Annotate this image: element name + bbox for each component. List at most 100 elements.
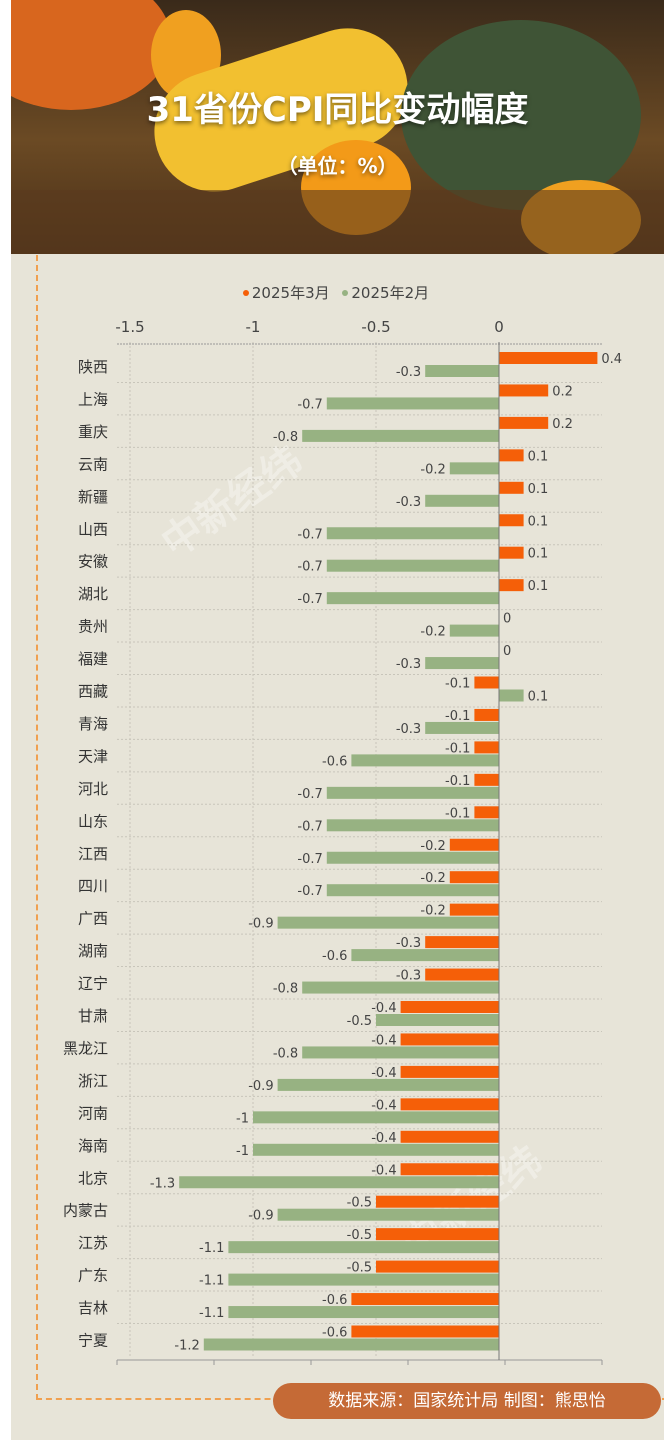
data-label: 0.4 bbox=[601, 352, 622, 367]
source-badge: 数据来源：国家统计局 制图：熊思怡 bbox=[273, 1383, 661, 1419]
category-label: 宁夏 bbox=[78, 1332, 108, 1350]
data-label: -0.4 bbox=[371, 1163, 396, 1178]
bar-mar bbox=[474, 773, 499, 786]
bar-mar bbox=[499, 352, 598, 364]
bar-feb bbox=[302, 429, 499, 442]
bar-feb bbox=[425, 721, 499, 734]
data-label: -0.1 bbox=[445, 774, 470, 789]
data-label: 0.1 bbox=[528, 579, 549, 594]
category-label: 云南 bbox=[78, 455, 108, 473]
bar-mar bbox=[351, 1293, 499, 1306]
bar-mar bbox=[449, 838, 499, 851]
category-label: 天津 bbox=[78, 747, 108, 765]
bar-mar bbox=[351, 1325, 499, 1338]
data-label: -0.6 bbox=[322, 754, 347, 769]
category-label: 重庆 bbox=[78, 423, 108, 441]
data-label: -0.7 bbox=[297, 560, 322, 575]
bar-mar bbox=[400, 1098, 499, 1111]
data-label: -1.1 bbox=[199, 1274, 224, 1289]
data-label: -0.3 bbox=[396, 969, 421, 984]
data-label: 0 bbox=[503, 612, 511, 627]
bar-mar bbox=[400, 1130, 499, 1143]
bar-feb bbox=[277, 1208, 499, 1221]
bar-feb bbox=[326, 559, 499, 572]
x-tick-label: 0 bbox=[494, 318, 504, 336]
bar-mar bbox=[376, 1228, 499, 1241]
category-label: 湖南 bbox=[78, 942, 108, 960]
bar-feb bbox=[326, 851, 499, 864]
bar-feb bbox=[277, 916, 499, 929]
bar-feb bbox=[351, 949, 499, 962]
data-label: -0.2 bbox=[420, 871, 445, 886]
bar-mar bbox=[499, 514, 524, 527]
category-label: 黑龙江 bbox=[63, 1039, 108, 1057]
data-label: 0.2 bbox=[552, 417, 573, 432]
data-label: -0.9 bbox=[248, 1209, 273, 1224]
data-label: 0.2 bbox=[552, 384, 573, 399]
bar-feb bbox=[326, 884, 499, 897]
bar-feb bbox=[351, 754, 499, 767]
bar-mar bbox=[474, 676, 499, 689]
data-label: -0.7 bbox=[297, 527, 322, 542]
data-label: -0.2 bbox=[420, 462, 445, 477]
data-label: -0.7 bbox=[297, 397, 322, 412]
bar-feb bbox=[253, 1143, 499, 1156]
data-label: -0.7 bbox=[297, 819, 322, 834]
bar-feb bbox=[499, 689, 524, 702]
bar-feb bbox=[302, 981, 499, 994]
data-label: -0.6 bbox=[322, 1326, 347, 1341]
category-label: 陕西 bbox=[78, 358, 108, 376]
data-label: -0.9 bbox=[248, 1079, 273, 1094]
data-label: -0.3 bbox=[396, 657, 421, 672]
data-label: -1 bbox=[236, 1111, 249, 1126]
data-label: -0.3 bbox=[396, 365, 421, 380]
data-label: -0.5 bbox=[347, 1196, 372, 1211]
bar-mar bbox=[400, 1163, 499, 1176]
bar-mar bbox=[376, 1260, 499, 1273]
bar-mar bbox=[400, 1001, 499, 1013]
legend-label-mar: 2025年3月 bbox=[251, 284, 330, 302]
data-label: -0.4 bbox=[371, 1066, 396, 1081]
bar-feb bbox=[203, 1338, 500, 1351]
data-label: -0.2 bbox=[420, 625, 445, 640]
data-label: -0.6 bbox=[322, 949, 347, 964]
bar-feb bbox=[326, 592, 499, 605]
data-label: 0.1 bbox=[528, 449, 549, 464]
category-label: 吉林 bbox=[78, 1299, 108, 1317]
category-label: 河北 bbox=[78, 780, 108, 798]
data-label: 0.1 bbox=[528, 547, 549, 562]
data-label: -0.7 bbox=[297, 592, 322, 607]
bar-feb bbox=[277, 1078, 499, 1091]
bar-mar bbox=[425, 968, 499, 981]
category-label: 江西 bbox=[78, 845, 108, 863]
data-label: -0.5 bbox=[347, 1261, 372, 1276]
bar-mar bbox=[474, 806, 499, 819]
bar-mar bbox=[449, 903, 499, 916]
bar-feb bbox=[425, 365, 499, 377]
x-tick-label: -1.5 bbox=[115, 318, 144, 336]
category-label: 广东 bbox=[78, 1267, 108, 1285]
bar-feb bbox=[302, 1046, 499, 1059]
data-label: -0.4 bbox=[371, 1131, 396, 1146]
data-label: -0.3 bbox=[396, 495, 421, 510]
data-label: -1.3 bbox=[150, 1176, 175, 1191]
header-image: 31省份CPI同比变动幅度 （单位：%） bbox=[11, 0, 664, 254]
chart-unit: （单位：%） bbox=[277, 154, 398, 178]
category-label: 海南 bbox=[78, 1137, 108, 1155]
legend-dot-mar bbox=[242, 289, 249, 296]
data-label: -0.2 bbox=[420, 904, 445, 919]
data-label: -0.4 bbox=[371, 1033, 396, 1048]
data-label: -0.1 bbox=[445, 677, 470, 692]
data-label: -0.1 bbox=[445, 709, 470, 724]
data-label: -0.1 bbox=[445, 806, 470, 821]
category-label: 浙江 bbox=[78, 1072, 108, 1090]
bar-mar bbox=[425, 936, 499, 949]
data-label: -1 bbox=[236, 1144, 249, 1159]
data-label: -0.4 bbox=[371, 1098, 396, 1113]
legend-label-feb: 2025年2月 bbox=[351, 284, 430, 302]
bar-feb bbox=[376, 1014, 499, 1026]
data-label: -0.1 bbox=[445, 741, 470, 756]
bar-feb bbox=[228, 1273, 499, 1286]
category-label: 新疆 bbox=[78, 488, 108, 506]
